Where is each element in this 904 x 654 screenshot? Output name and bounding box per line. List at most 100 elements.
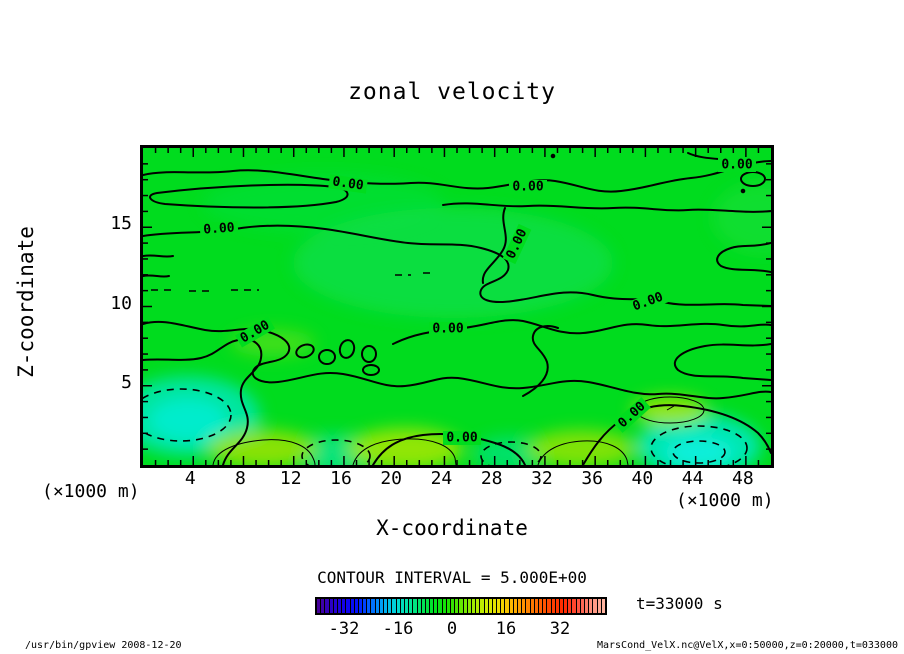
negative-dashed-contours	[143, 272, 748, 465]
x-tick-label: 24	[430, 468, 453, 489]
contour-label: 0.00	[443, 431, 481, 446]
x-tick-label: 40	[631, 468, 654, 489]
y-tick-label: 10	[110, 292, 132, 314]
colorbar-cell	[480, 599, 484, 613]
dataset-spec-text: MarsCond_VelX.nc@VelX,x=0:50000,z=0:2000…	[596, 640, 898, 651]
colorbar-tick-label: 16	[495, 619, 517, 639]
colorbar-cell	[551, 599, 555, 613]
contour-label: 0.00	[199, 220, 239, 238]
svg-text:0.00: 0.00	[721, 158, 752, 173]
contour-plot-area: 0.00 0.00 0.00 0.00 0.00 0.00 0.00 0.00 0.00 0.00	[140, 145, 774, 468]
contour-label: 0.00	[429, 322, 467, 337]
colorbar-cell	[467, 599, 471, 613]
y-tick-label: 5	[121, 371, 132, 393]
colorbar-cell	[471, 599, 476, 613]
colorbar-cell	[513, 599, 517, 613]
y-tick-label: 15	[110, 213, 132, 235]
colorbar-cell	[367, 599, 371, 613]
time-annotation: t=33000 s	[636, 594, 723, 613]
colorbar-cell	[442, 599, 446, 613]
x-tick-label: 44	[681, 468, 704, 489]
svg-text:0.00: 0.00	[331, 174, 364, 193]
colorbar-cell	[317, 599, 321, 613]
colorbar-cell	[396, 599, 400, 613]
contour-label: 0.00	[718, 158, 756, 173]
contour-label: 0.00	[328, 174, 368, 194]
colorbar-cell	[358, 599, 363, 613]
colorbar-cell	[417, 599, 421, 613]
colorbar-cell	[463, 599, 467, 613]
contour-interval-label: CONTOUR INTERVAL = 5.000E+00	[317, 568, 587, 587]
axis-tick-marks	[143, 148, 771, 465]
positive-thin-contours	[212, 396, 705, 465]
colorbar-cell	[325, 599, 329, 613]
colorbar-cell	[342, 599, 346, 613]
command-path-text: /usr/bin/gpview 2008-12-20	[25, 640, 182, 651]
x-tick-label: 28	[480, 468, 503, 489]
colorbar-cell	[522, 599, 526, 613]
colorbar-cell	[509, 599, 513, 613]
colorbar-cell	[333, 599, 337, 613]
colorbar-cell	[559, 599, 564, 613]
x-tick-label: 32	[531, 468, 553, 489]
colorbar-cell	[337, 599, 342, 613]
colorbar-cell	[564, 599, 568, 613]
colorbar-cell	[585, 599, 589, 613]
colorbar-cell	[576, 599, 580, 613]
x-tick-label: 16	[330, 468, 352, 489]
colorbar-cell	[572, 599, 576, 613]
colorbar-cell	[421, 599, 425, 613]
colorbar-cell	[329, 599, 333, 613]
svg-text:0.00: 0.00	[203, 220, 235, 237]
colorbar-tick-label: -16	[382, 619, 414, 639]
colorbar-cell	[371, 599, 375, 613]
x-tick-label: 36	[581, 468, 603, 489]
x-tick-label: 4	[184, 468, 196, 489]
colorbar-cell	[384, 599, 388, 613]
colorbar-cell	[484, 599, 488, 613]
colorbar-cell	[497, 599, 501, 613]
colorbar-cell	[350, 599, 354, 613]
colorbar-cell	[413, 599, 417, 613]
colorbar-cell	[434, 599, 438, 613]
colorbar-cell	[505, 599, 509, 613]
x-tick-label: 20	[380, 468, 403, 489]
colorbar-cell	[400, 599, 404, 613]
colorbar-cell	[438, 599, 442, 613]
svg-text:0.00: 0.00	[446, 431, 477, 446]
colorbar-cell	[580, 599, 584, 613]
contour-label: 0.00	[509, 180, 547, 195]
colorbar-cell	[404, 599, 409, 613]
y-axis-unit-label: (×1000 m)	[42, 481, 140, 502]
x-tick-label: 48	[732, 468, 754, 489]
colorbar-cell	[425, 599, 430, 613]
colorbar-cell	[501, 599, 505, 613]
colorbar-cell	[568, 599, 572, 613]
colorbar-cell	[375, 599, 379, 613]
zero-contour-lines	[143, 152, 771, 465]
colorbar-cell	[534, 599, 538, 613]
colorbar-cell	[455, 599, 459, 613]
colorbar-cell	[430, 599, 434, 613]
colorbar-tick-label: 0	[446, 619, 458, 639]
colorbar-cell	[388, 599, 392, 613]
colorbar-cell	[555, 599, 559, 613]
colorbar-cell	[488, 599, 492, 613]
colorbar	[315, 597, 607, 615]
colorbar-cell	[518, 599, 522, 613]
x-axis-unit-label: (×1000 m)	[676, 490, 774, 511]
x-axis-title: X-coordinate	[376, 516, 528, 540]
x-tick-label: 8	[235, 468, 246, 489]
colorbar-cell	[589, 599, 593, 613]
colorbar-cell	[446, 599, 450, 613]
colorbar-tick-label: -32	[328, 619, 360, 639]
colorbar-cell	[530, 599, 534, 613]
contour-plot-canvas: 0.00 0.000.000.00 0.000.000.00 0.000.000.00	[143, 148, 771, 465]
colorbar-cell	[459, 599, 463, 613]
chart-title: zonal velocity	[348, 79, 556, 105]
colorbar-cell	[363, 599, 367, 613]
colorbar-cell	[538, 599, 543, 613]
svg-text:0.00: 0.00	[432, 322, 463, 337]
colorbar-cell	[379, 599, 383, 613]
